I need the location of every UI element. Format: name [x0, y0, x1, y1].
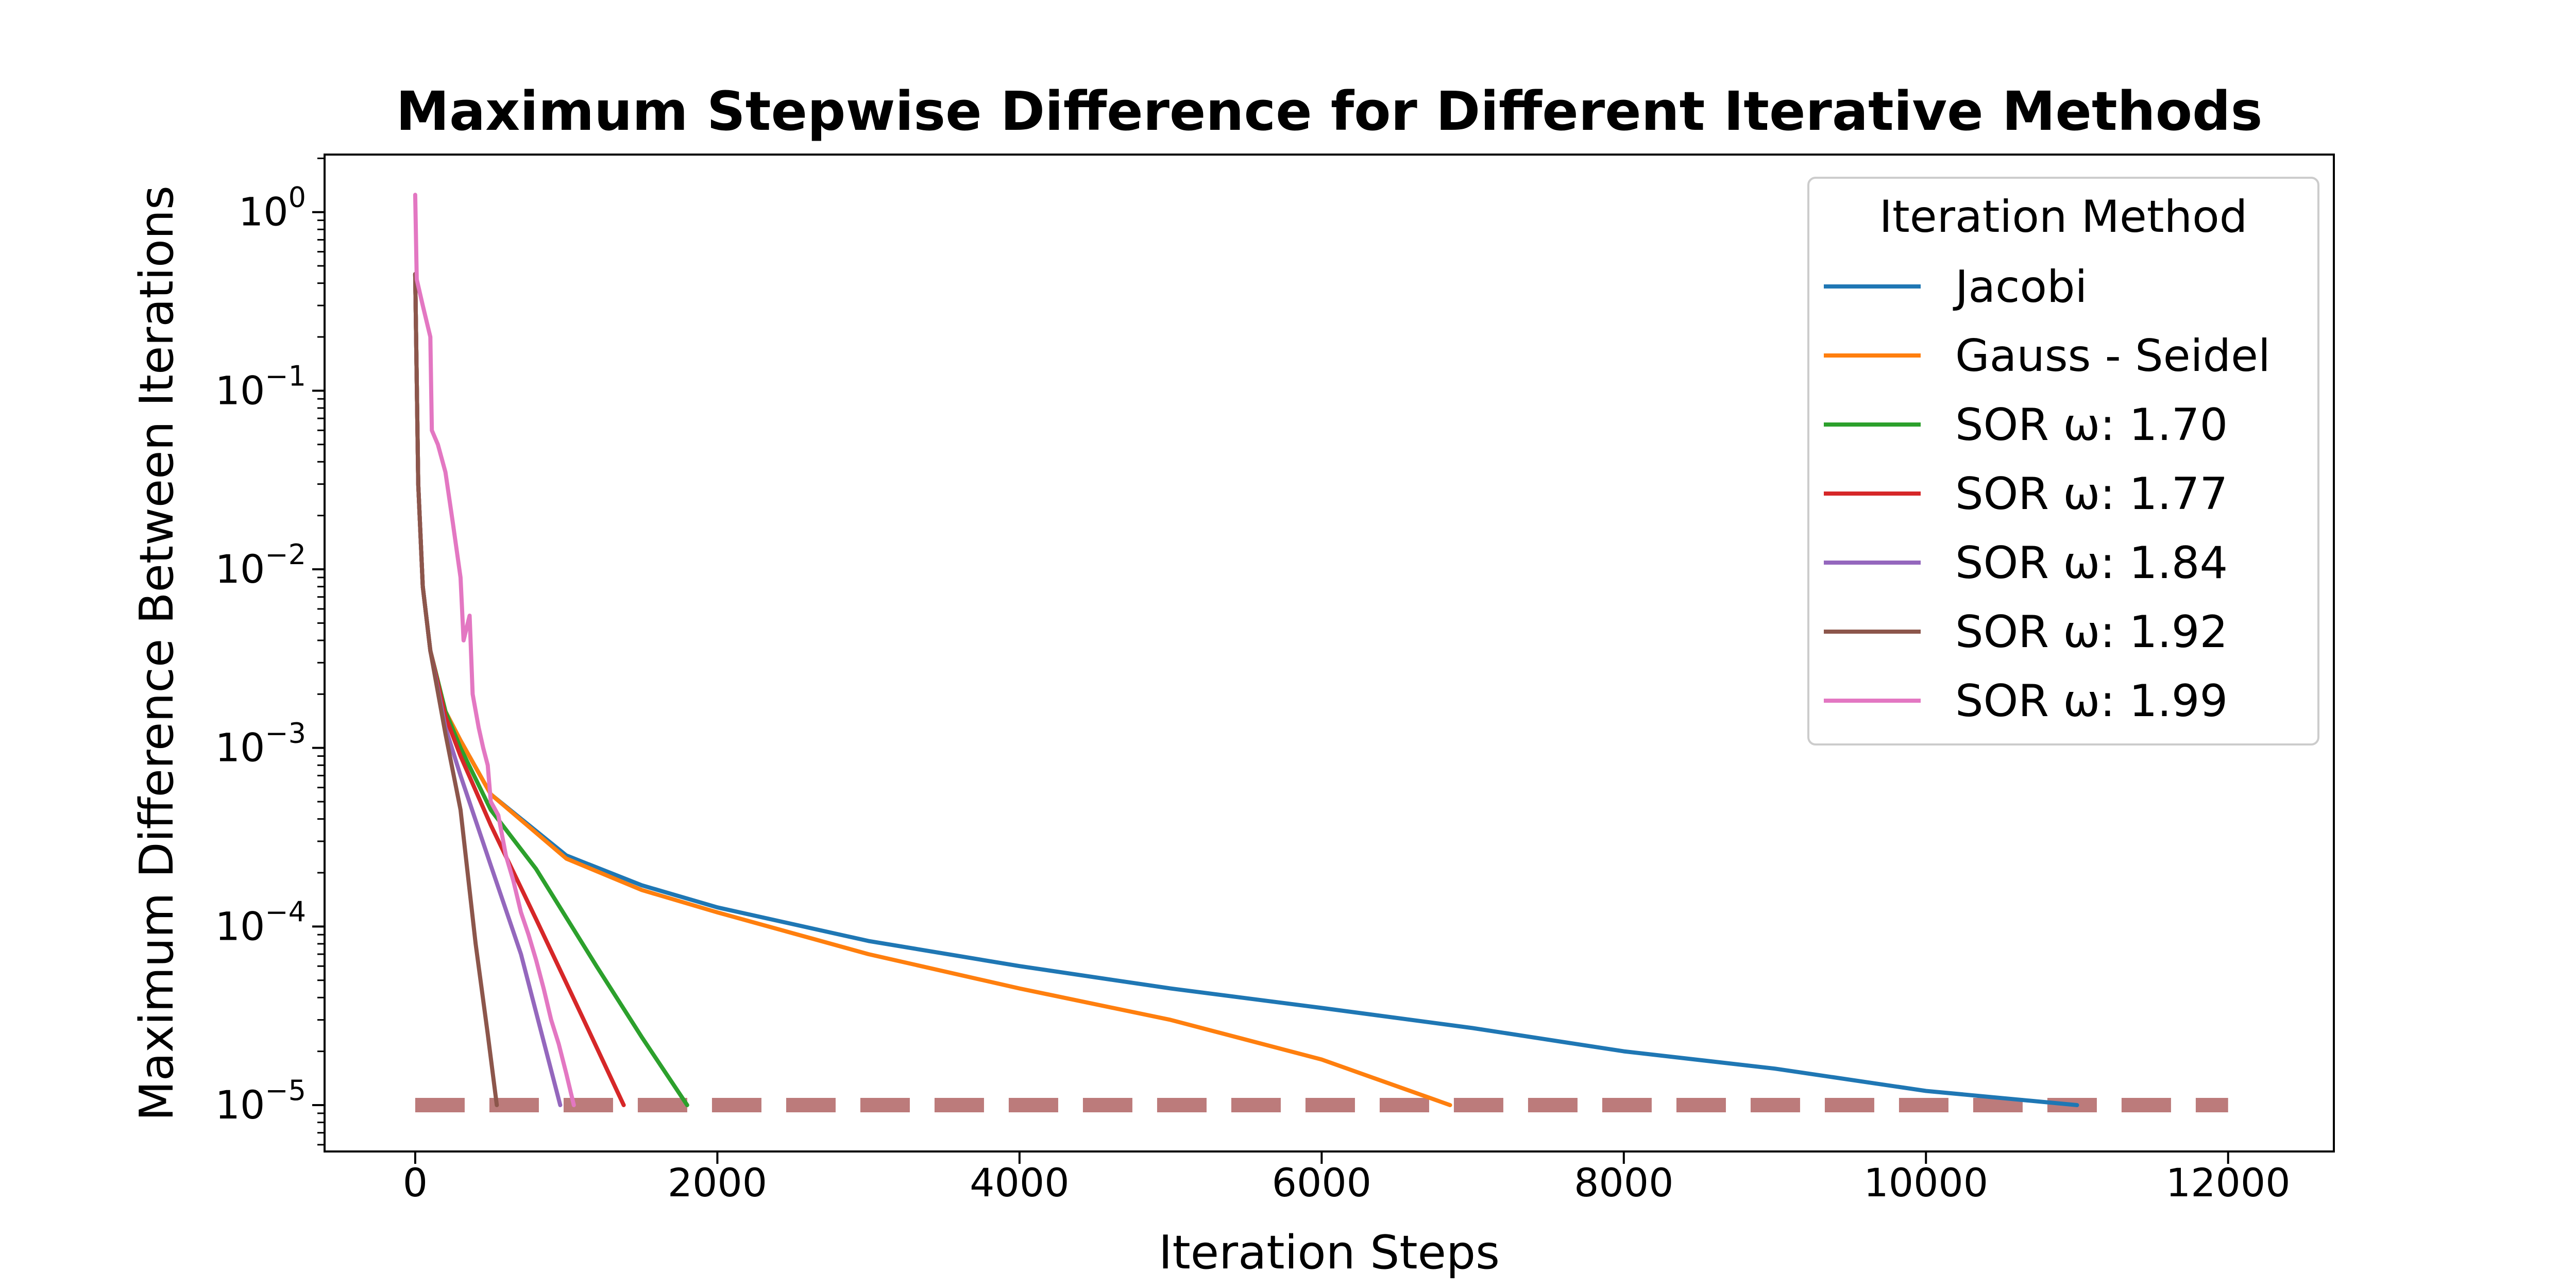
legend-label-0: Jacobi [1953, 261, 2087, 313]
x-axis-ticks: 0 2000 4000 6000 8000 10000 12000 [403, 1151, 2291, 1206]
x-tick-label: 0 [403, 1160, 428, 1206]
series-line-6 [413, 193, 576, 1107]
legend-label-4: SOR ω: 1.84 [1955, 537, 2228, 589]
legend-box [1807, 177, 2319, 745]
legend-label-2: SOR ω: 1.70 [1955, 399, 2228, 451]
x-axis-label: Iteration Steps [1159, 1226, 1500, 1280]
legend-label-3: SOR ω: 1.77 [1955, 468, 2228, 520]
y-tick-label: 10−5 [215, 1074, 306, 1128]
legend-label-6: SOR ω: 1.99 [1955, 675, 2228, 727]
legend-title: Iteration Method [1879, 191, 2248, 243]
y-axis-ticks: 100 10−1 10−2 10−3 10−4 10−5 [215, 157, 325, 1146]
x-tick-label: 10000 [1863, 1160, 1988, 1206]
plot-frame [324, 154, 2335, 1153]
y-tick-label: 10−1 [215, 360, 306, 413]
y-tick-label: 10−4 [215, 895, 306, 949]
y-tick-label: 10−3 [215, 717, 306, 771]
x-tick-label: 8000 [1574, 1160, 1673, 1206]
legend-label-5: SOR ω: 1.92 [1955, 606, 2228, 658]
y-tick-label: 100 [239, 181, 306, 235]
legend-entries: Jacobi Gauss - Seidel SOR ω: 1.70 SOR ω: 1.… [1824, 261, 2270, 727]
y-tick-label: 10−2 [215, 538, 306, 592]
legend: Iteration Method Jacobi Gauss - Seidel SOR… [1807, 177, 2319, 745]
x-tick-label: 6000 [1272, 1160, 1371, 1206]
legend-label-1: Gauss - Seidel [1955, 330, 2270, 382]
x-tick-label: 2000 [668, 1160, 767, 1206]
series-layer [413, 193, 2228, 1112]
x-tick-label: 4000 [970, 1160, 1069, 1206]
chart-title: Maximum Stepwise Difference for Differen… [396, 80, 2263, 143]
series-line-5 [413, 272, 499, 1107]
y-axis-label: Maximum Difference Between Iterations [130, 185, 184, 1121]
x-tick-label: 12000 [2166, 1160, 2291, 1206]
